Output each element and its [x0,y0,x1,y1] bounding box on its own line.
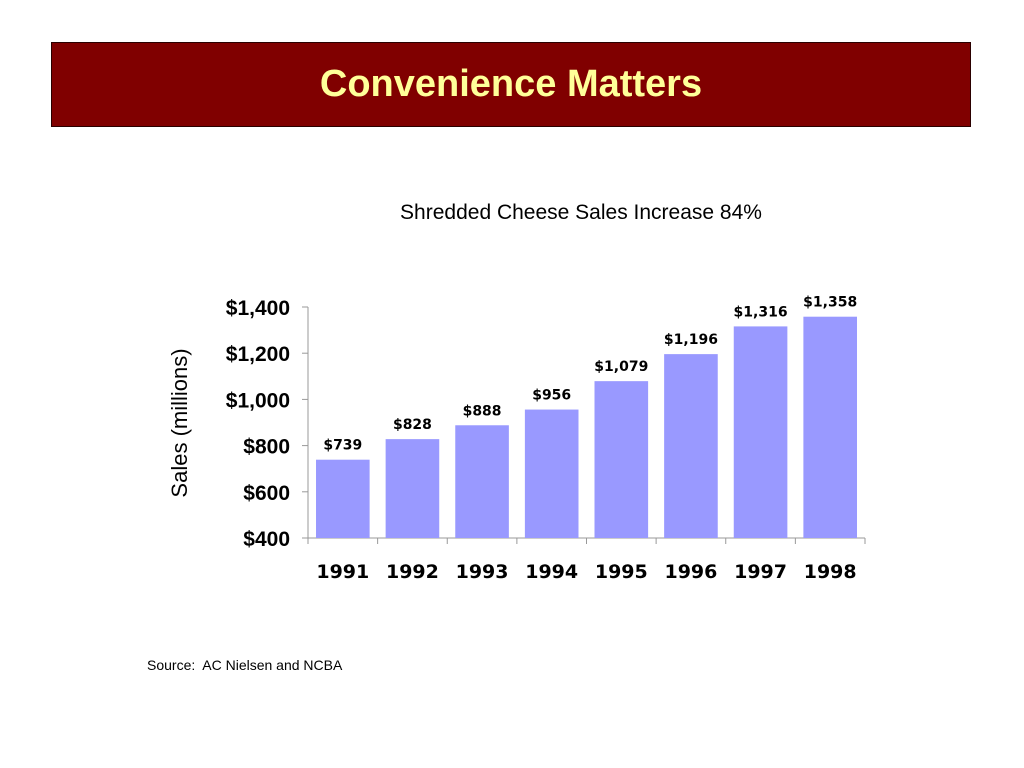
bar-1992 [385,439,440,538]
x-category-label: 1992 [386,561,439,583]
bar-1993 [455,425,509,538]
x-category-label: 1997 [734,561,787,583]
bar-1996 [664,354,718,538]
data-label-1995: $1,079 [594,359,648,375]
y-tick-label: $1,400 [226,297,290,320]
y-tick-label: $400 [243,528,290,551]
data-label-1991: $739 [323,438,362,454]
y-tick-label: $1,200 [226,343,290,366]
x-category-label: 1993 [456,561,509,583]
data-label-1994: $956 [532,388,571,404]
bar-1998 [803,316,857,538]
y-axis-title: Sales (millions) [167,348,192,497]
x-category-label: 1994 [525,561,578,583]
x-category-label: 1998 [804,561,857,583]
bar-1997 [733,326,788,538]
data-label-1993: $888 [463,403,502,419]
data-label-1992: $828 [393,417,432,433]
bar-1995 [594,381,649,538]
y-tick-label: $600 [243,482,290,505]
x-category-label: 1991 [316,561,369,583]
bar-1991 [316,459,370,538]
data-label-1997: $1,316 [734,304,788,320]
bar-1994 [524,409,579,538]
chart-title: Shredded Cheese Sales Increase 84% [400,201,762,224]
x-category-label: 1995 [595,561,648,583]
slide-title: Convenience Matters [319,63,703,105]
source-note: Source: AC Nielsen and NCBA [147,657,343,673]
x-category-label: 1996 [664,561,717,583]
y-tick-label: $1,000 [226,389,290,412]
title-banner: Convenience Matters [51,42,971,127]
data-label-1998: $1,358 [803,295,857,311]
data-label-1996: $1,196 [664,332,718,348]
y-tick-label: $800 [243,436,290,459]
